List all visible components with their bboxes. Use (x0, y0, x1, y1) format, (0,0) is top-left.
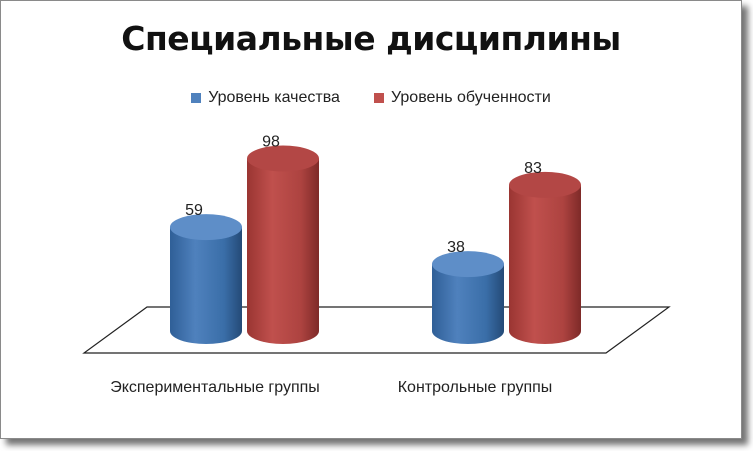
chart-plot: 59 98 38 83 (82, 134, 671, 354)
bar-top-quality-1 (432, 251, 504, 278)
legend-swatch-learning (373, 93, 384, 103)
legend-item-quality: Уровень качества (191, 89, 340, 107)
chart-legend: Уровень качества Уровень обученности (1, 89, 741, 107)
category-label-experimental: Экспериментальные группы (110, 379, 320, 396)
bar-top-quality-0 (170, 214, 242, 241)
legend-label-learning: Уровень обученности (390, 89, 551, 106)
chart-frame: Специальные дисциплины Уровень качества … (0, 0, 742, 439)
category-label-control: Контрольные группы (397, 379, 553, 396)
bar-top-learning-0 (247, 145, 319, 172)
bar-learning-1 (509, 184, 581, 344)
bar-top-learning-1 (509, 171, 581, 198)
data-label-learning-0: 98 (262, 134, 280, 151)
legend-label-quality: Уровень качества (208, 89, 340, 106)
data-label-quality-0: 59 (185, 202, 203, 219)
bar-quality-0 (170, 227, 242, 344)
chart-title: Специальные дисциплины (121, 19, 621, 58)
bar-learning-0 (247, 158, 319, 344)
data-label-learning-1: 83 (524, 160, 542, 177)
bar-quality-1 (432, 264, 504, 344)
legend-swatch-quality (191, 93, 202, 103)
bar-group: 59 98 38 83 (170, 134, 581, 344)
legend-item-learning: Уровень обученности (373, 89, 551, 107)
data-label-quality-1: 38 (447, 239, 465, 256)
